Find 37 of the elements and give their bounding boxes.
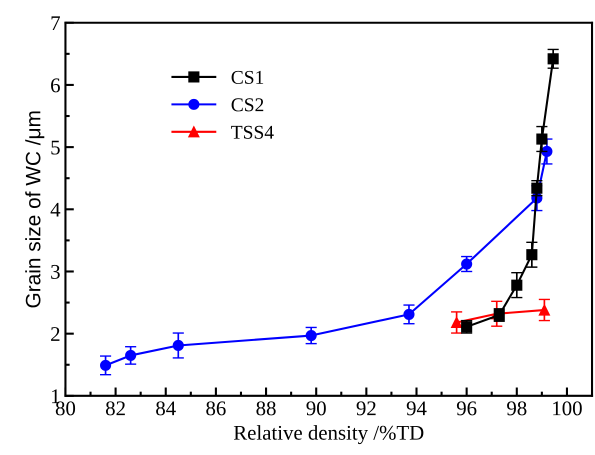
point [526,249,538,260]
x-tick-label: 80 [56,401,76,416]
x-tick-label: 90 [306,401,326,416]
point [538,304,550,316]
point [511,280,522,291]
point [125,350,136,361]
point [306,330,317,342]
x-tick-label: 96 [456,401,476,416]
y-tick-label: 7 [52,16,60,30]
x-axis-title: Relative density /%TD [234,425,424,444]
x-tick-label: 88 [256,401,276,416]
point [531,182,542,194]
x-tick-label: 100 [553,401,582,416]
point [548,53,559,64]
x-tick-label: 98 [507,401,526,416]
y-tick-label: 4 [50,202,60,217]
y-tick-label: 3 [51,264,60,279]
x-tick-label: 84 [156,401,176,416]
y-tick-label: 5 [51,140,60,155]
point [541,146,552,158]
y-tick-label: 6 [51,78,60,92]
point [172,340,184,352]
legend-label: CS2 [232,98,264,112]
y-axis-title: Grain size of WC /μm [25,111,44,308]
point [536,133,548,145]
x-tick-label: 82 [106,401,125,416]
point [403,308,415,320]
x-tick-label: 86 [206,401,226,416]
legend-label: TSS4 [231,126,274,139]
legend-label: CS1 [232,70,264,84]
point [451,316,462,328]
point [461,258,472,270]
y-tick-label: 2 [51,327,60,341]
point [100,360,112,371]
y-tick-label: 1 [52,389,60,404]
x-tick-label: 92 [356,401,376,416]
x-tick-label: 94 [406,401,427,416]
